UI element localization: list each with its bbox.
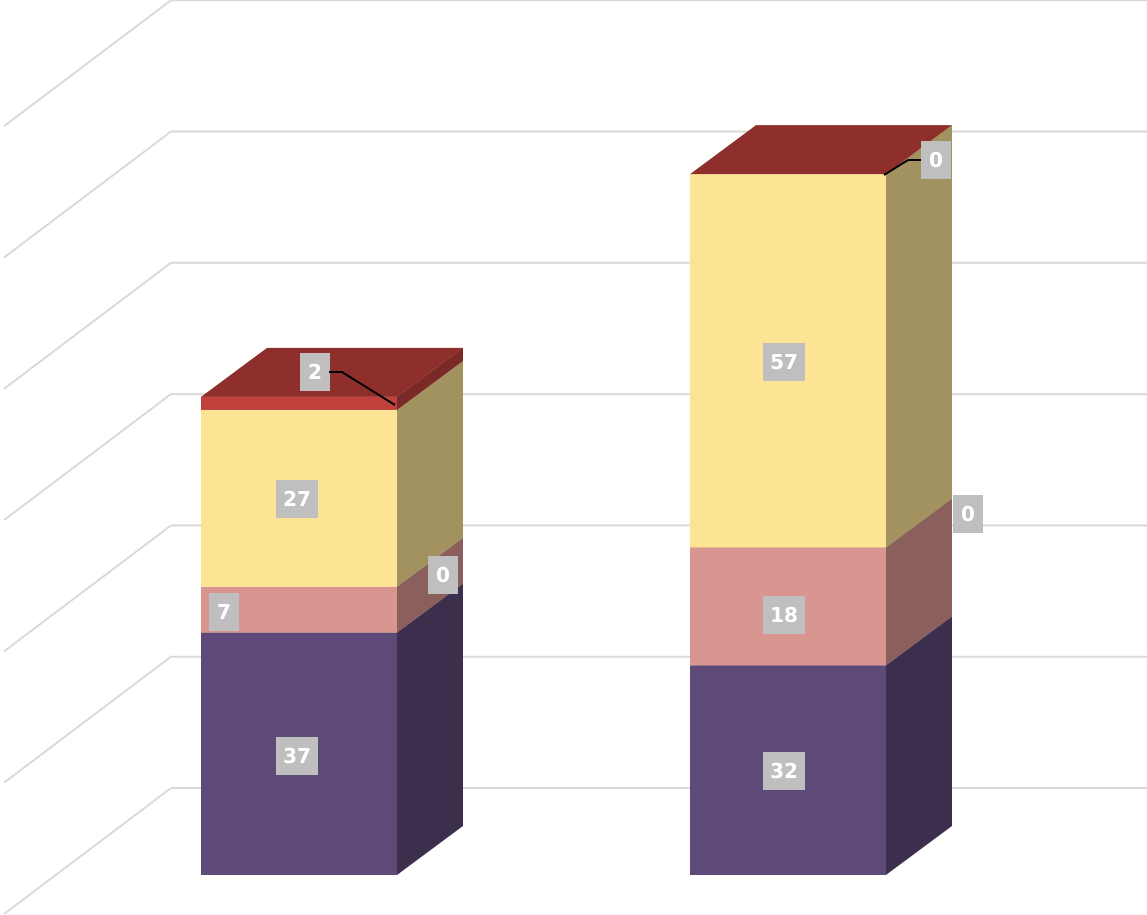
bar-side-0-0 <box>397 583 463 875</box>
data-label-box <box>300 353 330 391</box>
data-label-box <box>209 593 239 631</box>
bar-front-0-4 <box>201 396 397 410</box>
data-label-box <box>276 480 318 518</box>
bar-side-1-1 <box>886 498 952 666</box>
data-label-box <box>276 737 318 775</box>
leader-line <box>883 159 921 176</box>
data-labels: 37 7 0 27 2 32 18 0 57 0 <box>209 141 983 790</box>
gridline-diagonal <box>3 0 172 127</box>
data-label-1-0: 32 <box>770 759 798 783</box>
data-label-1-1: 18 <box>770 603 798 627</box>
data-label-box <box>763 343 805 381</box>
leader-line <box>329 371 396 406</box>
gridline-diagonal <box>3 393 172 521</box>
data-label-box <box>428 556 458 594</box>
data-label-box <box>953 495 983 533</box>
data-label-box <box>921 141 951 179</box>
data-label-0-1: 7 <box>217 600 231 624</box>
data-label-0-0: 37 <box>283 744 311 768</box>
data-label-1-4: 0 <box>929 148 943 172</box>
data-label-0-4: 2 <box>308 360 322 384</box>
bar-side-0-3 <box>397 360 463 587</box>
bar-top-1 <box>690 125 952 175</box>
bar-side-1-3 <box>886 125 952 548</box>
gridline-diagonal <box>3 787 172 915</box>
data-label-box <box>763 596 805 634</box>
gridline-diagonal <box>3 130 172 259</box>
bar-side-1-0 <box>886 616 952 875</box>
data-label-box <box>763 752 805 790</box>
gridline-diagonal <box>3 262 172 390</box>
bar-side-0-4 <box>397 347 463 410</box>
data-label-0-2: 0 <box>436 563 450 587</box>
data-label-1-3: 57 <box>770 350 798 374</box>
gridline-diagonal <box>3 655 172 784</box>
data-label-0-3: 27 <box>283 487 311 511</box>
gridlines <box>3 0 1147 915</box>
data-label-1-2: 0 <box>961 502 975 526</box>
gridline-diagonal <box>3 524 172 653</box>
